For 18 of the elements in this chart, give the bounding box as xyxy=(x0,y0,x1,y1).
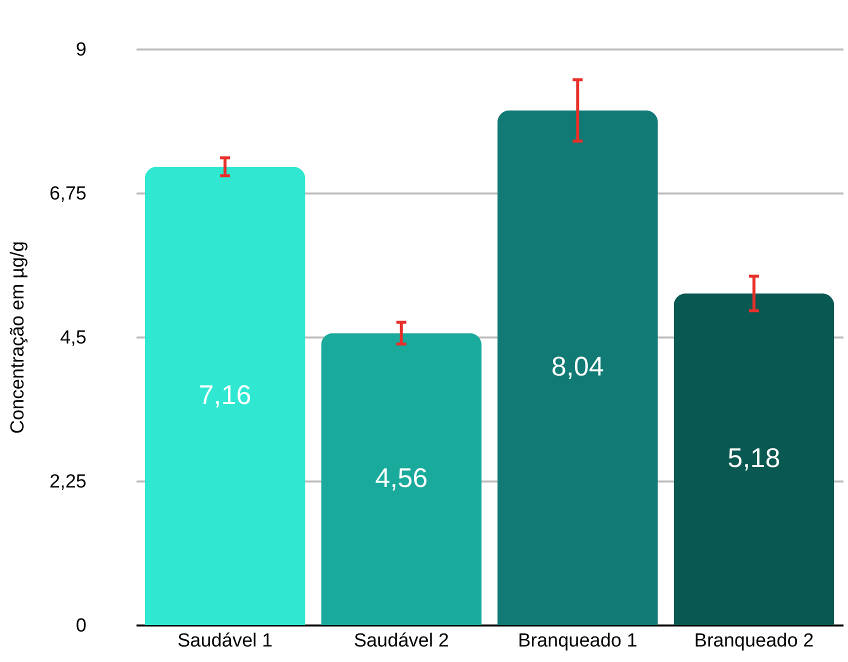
data-label: 7,16 xyxy=(198,380,252,410)
y-tick-label: 4,5 xyxy=(60,328,86,348)
y-tick-label: 9 xyxy=(76,40,86,60)
x-tick-label: Saudável 1 xyxy=(177,630,273,652)
bar xyxy=(674,293,834,625)
x-tick-label: Saudável 2 xyxy=(354,630,449,652)
bar xyxy=(321,333,482,625)
y-tick-label: 0 xyxy=(76,616,86,636)
y-axis-title: Concentração em µg/g xyxy=(8,241,29,434)
y-tick-label: 2,25 xyxy=(50,472,86,492)
bar xyxy=(497,110,658,625)
data-label: 8,04 xyxy=(551,352,604,382)
y-tick-label: 6,75 xyxy=(50,184,86,204)
bar xyxy=(144,166,306,625)
x-tick-label: Branqueado 2 xyxy=(694,630,814,652)
data-label: 5,18 xyxy=(728,443,780,474)
data-label: 4,56 xyxy=(375,463,428,494)
x-tick-label: Branqueado 1 xyxy=(518,630,638,652)
